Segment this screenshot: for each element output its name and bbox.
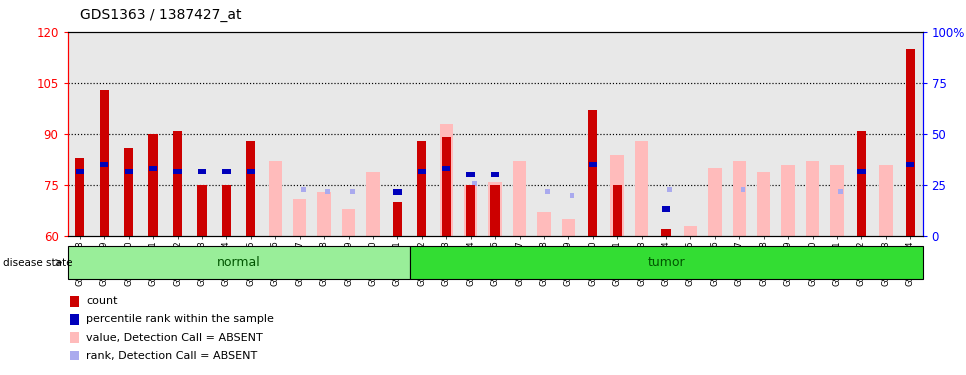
Bar (197, 185, 207, 236)
Bar (588, 110, 597, 236)
Bar (366, 171, 380, 236)
Bar (68, 246, 410, 279)
Bar (662, 207, 670, 212)
Bar (246, 141, 255, 236)
Text: GDS1363 / 1387427_at: GDS1363 / 1387427_at (80, 8, 241, 22)
Bar (668, 187, 672, 192)
Bar (806, 161, 819, 236)
Bar (467, 172, 475, 177)
Text: count: count (86, 296, 118, 306)
Bar (269, 161, 282, 236)
Bar (70, 296, 79, 307)
Bar (326, 189, 330, 194)
Bar (99, 90, 109, 236)
Bar (879, 165, 893, 236)
Bar (588, 162, 597, 167)
Bar (173, 169, 182, 174)
Bar (513, 161, 526, 236)
Bar (149, 166, 157, 171)
Bar (906, 162, 915, 167)
Bar (149, 134, 157, 236)
Bar (471, 180, 477, 186)
Bar (857, 130, 867, 236)
Bar (441, 138, 451, 236)
Bar (293, 199, 306, 236)
Bar (342, 209, 355, 236)
Bar (537, 212, 551, 236)
Bar (75, 158, 84, 236)
Bar (857, 169, 866, 174)
Bar (125, 169, 133, 174)
Bar (440, 124, 453, 236)
Bar (708, 168, 722, 236)
Bar (222, 185, 231, 236)
Bar (491, 185, 499, 236)
Bar (570, 193, 575, 198)
Bar (612, 185, 622, 236)
Bar (741, 187, 746, 192)
Bar (70, 314, 79, 325)
Bar (393, 202, 402, 236)
Bar (393, 189, 402, 195)
Text: normal: normal (216, 256, 261, 269)
Bar (781, 165, 795, 236)
Bar (198, 169, 206, 174)
Bar (491, 172, 499, 177)
Bar (466, 185, 475, 236)
Bar (757, 171, 771, 236)
Text: rank, Detection Call = ABSENT: rank, Detection Call = ABSENT (86, 351, 257, 361)
Bar (442, 166, 450, 171)
Bar (75, 169, 84, 174)
Bar (70, 332, 79, 343)
Bar (100, 162, 108, 167)
Bar (732, 161, 746, 236)
Text: tumor: tumor (647, 256, 685, 269)
Bar (350, 189, 355, 194)
Bar (300, 187, 306, 192)
Bar (838, 189, 843, 194)
Bar (545, 189, 550, 194)
Bar (831, 165, 843, 236)
Bar (410, 246, 923, 279)
Bar (417, 169, 426, 174)
Bar (635, 141, 648, 236)
Bar (684, 226, 697, 236)
Text: value, Detection Call = ABSENT: value, Detection Call = ABSENT (86, 333, 263, 343)
Bar (464, 185, 477, 236)
Bar (246, 169, 255, 174)
Bar (906, 49, 915, 236)
Bar (318, 192, 330, 236)
Text: percentile rank within the sample: percentile rank within the sample (86, 315, 273, 324)
Bar (489, 182, 501, 236)
Bar (124, 148, 133, 236)
Bar (70, 351, 79, 361)
Bar (662, 230, 670, 236)
Bar (417, 141, 426, 236)
Bar (173, 130, 183, 236)
Text: disease state: disease state (3, 258, 72, 267)
Bar (222, 169, 231, 174)
Bar (611, 154, 624, 236)
Bar (561, 219, 575, 236)
